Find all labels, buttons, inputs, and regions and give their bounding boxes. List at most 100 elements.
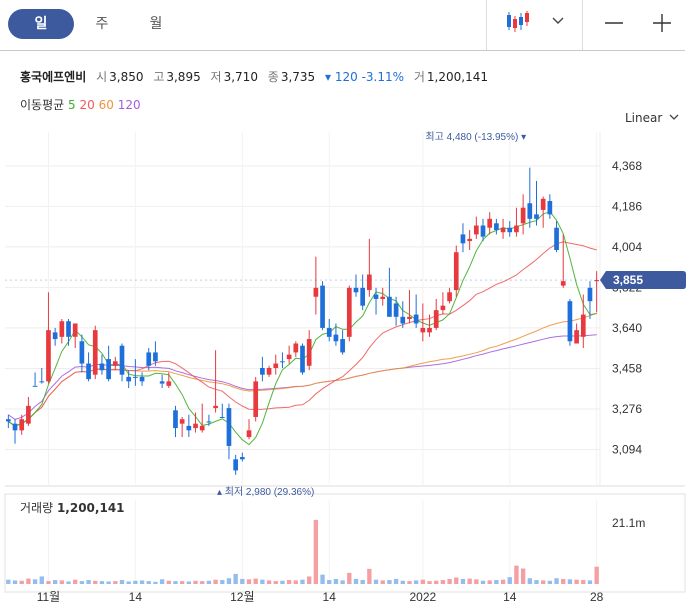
volume-bar bbox=[507, 577, 512, 584]
volume-bar bbox=[186, 581, 192, 584]
volume-bar bbox=[59, 580, 64, 584]
candle-body bbox=[453, 252, 459, 291]
volume-bar bbox=[19, 580, 24, 584]
candle-body bbox=[567, 301, 573, 342]
ma-120: 120 bbox=[117, 98, 141, 112]
volume-bar bbox=[373, 579, 379, 584]
candle-body bbox=[420, 327, 426, 333]
volume-bar bbox=[427, 581, 432, 584]
candle-body bbox=[86, 363, 91, 380]
candle-body bbox=[39, 381, 45, 383]
scale-label: Linear bbox=[625, 111, 663, 125]
candle-body bbox=[387, 296, 392, 317]
volume-panel-frame bbox=[4, 493, 686, 593]
volume-label: 거 bbox=[413, 70, 425, 84]
volume-bar bbox=[113, 581, 118, 584]
candle-body bbox=[306, 339, 312, 366]
candle-body bbox=[112, 361, 118, 366]
candle-body bbox=[480, 225, 486, 237]
candle-body bbox=[92, 330, 98, 375]
scale-selector[interactable]: Linear bbox=[625, 111, 679, 125]
candle-body bbox=[19, 419, 25, 431]
volume-bar bbox=[407, 581, 412, 584]
close-value: 3,735 bbox=[280, 70, 316, 84]
volume-bar bbox=[587, 580, 593, 584]
candle-body bbox=[554, 227, 559, 250]
current-price-label: 3,855 bbox=[613, 273, 643, 287]
min-price-annotation: ▴ 최저 2,980 (29.36%) bbox=[217, 486, 314, 498]
y-tick-label: 3,276 bbox=[612, 402, 642, 416]
volume-bar bbox=[561, 578, 566, 584]
volume-bar bbox=[46, 581, 51, 584]
y-tick-label: 3,458 bbox=[612, 361, 642, 375]
volume-bar bbox=[286, 580, 292, 584]
chart-type-selector[interactable] bbox=[486, 0, 583, 50]
candle-body bbox=[239, 457, 245, 460]
volume-bar bbox=[253, 578, 258, 584]
volume-bar bbox=[393, 578, 399, 584]
volume-bar bbox=[547, 580, 553, 584]
candle-body bbox=[32, 385, 38, 387]
volume-bar bbox=[79, 581, 85, 584]
candle-body bbox=[12, 423, 18, 431]
candle-body bbox=[253, 381, 259, 417]
candle-body bbox=[400, 316, 406, 324]
volume-bar bbox=[106, 581, 111, 584]
candle-body bbox=[66, 321, 71, 337]
candlestick-icon bbox=[507, 11, 529, 32]
candle-body bbox=[119, 345, 125, 375]
x-tick-label: 12월 bbox=[230, 590, 254, 604]
tab-month[interactable]: 월 bbox=[149, 16, 163, 32]
volume-bar bbox=[166, 580, 171, 584]
candle-body bbox=[286, 354, 292, 360]
candle-body bbox=[507, 227, 513, 233]
volume-bar bbox=[173, 581, 178, 584]
candle-body bbox=[360, 287, 366, 306]
candle-body bbox=[219, 416, 225, 418]
volume-bar bbox=[200, 581, 205, 584]
candle-body bbox=[460, 234, 466, 244]
candle-body bbox=[333, 334, 339, 342]
current-price-tag bbox=[600, 271, 686, 290]
y-tick-label: 4,186 bbox=[612, 199, 642, 213]
candle-body bbox=[500, 227, 506, 233]
volume-bar bbox=[226, 578, 232, 584]
candle-body bbox=[447, 292, 452, 302]
volume-bar bbox=[99, 581, 105, 584]
volume-bar bbox=[220, 580, 225, 584]
zoom-controls bbox=[582, 0, 686, 50]
low-value: 3,710 bbox=[223, 70, 258, 84]
candle-body bbox=[313, 287, 319, 297]
candle-body bbox=[534, 214, 539, 219]
volume-bar bbox=[313, 519, 319, 584]
volume-bar bbox=[12, 580, 18, 584]
candle-body bbox=[433, 310, 439, 328]
volume-bar bbox=[500, 579, 506, 584]
candle-body bbox=[186, 425, 192, 431]
tab-day[interactable]: 일 bbox=[8, 9, 74, 39]
volume-bar bbox=[240, 578, 245, 584]
tab-week[interactable]: 주 bbox=[95, 16, 109, 32]
candle-body bbox=[153, 352, 158, 362]
volume-bar bbox=[126, 581, 131, 584]
volume-bar bbox=[293, 580, 298, 584]
volume-bar bbox=[367, 568, 372, 584]
volume-bar bbox=[440, 580, 446, 584]
volume-bar bbox=[400, 580, 405, 584]
volume-bar bbox=[520, 568, 526, 584]
candle-body bbox=[79, 341, 85, 364]
candle-body bbox=[52, 332, 58, 340]
volume-bar bbox=[93, 580, 98, 584]
volume-bar bbox=[233, 573, 238, 584]
candle-body bbox=[260, 368, 265, 375]
volume-bar bbox=[454, 577, 459, 584]
candle-body bbox=[587, 287, 593, 302]
moving-average-legend[interactable]: 이동평균 5 20 60 120 bbox=[20, 96, 141, 113]
y-tick-label: 3,094 bbox=[612, 442, 642, 456]
chevron-down-icon bbox=[669, 114, 679, 120]
plus-icon[interactable] bbox=[652, 13, 672, 33]
minus-icon[interactable] bbox=[604, 13, 624, 33]
volume-bar bbox=[574, 579, 579, 584]
volume-bar bbox=[594, 566, 599, 584]
